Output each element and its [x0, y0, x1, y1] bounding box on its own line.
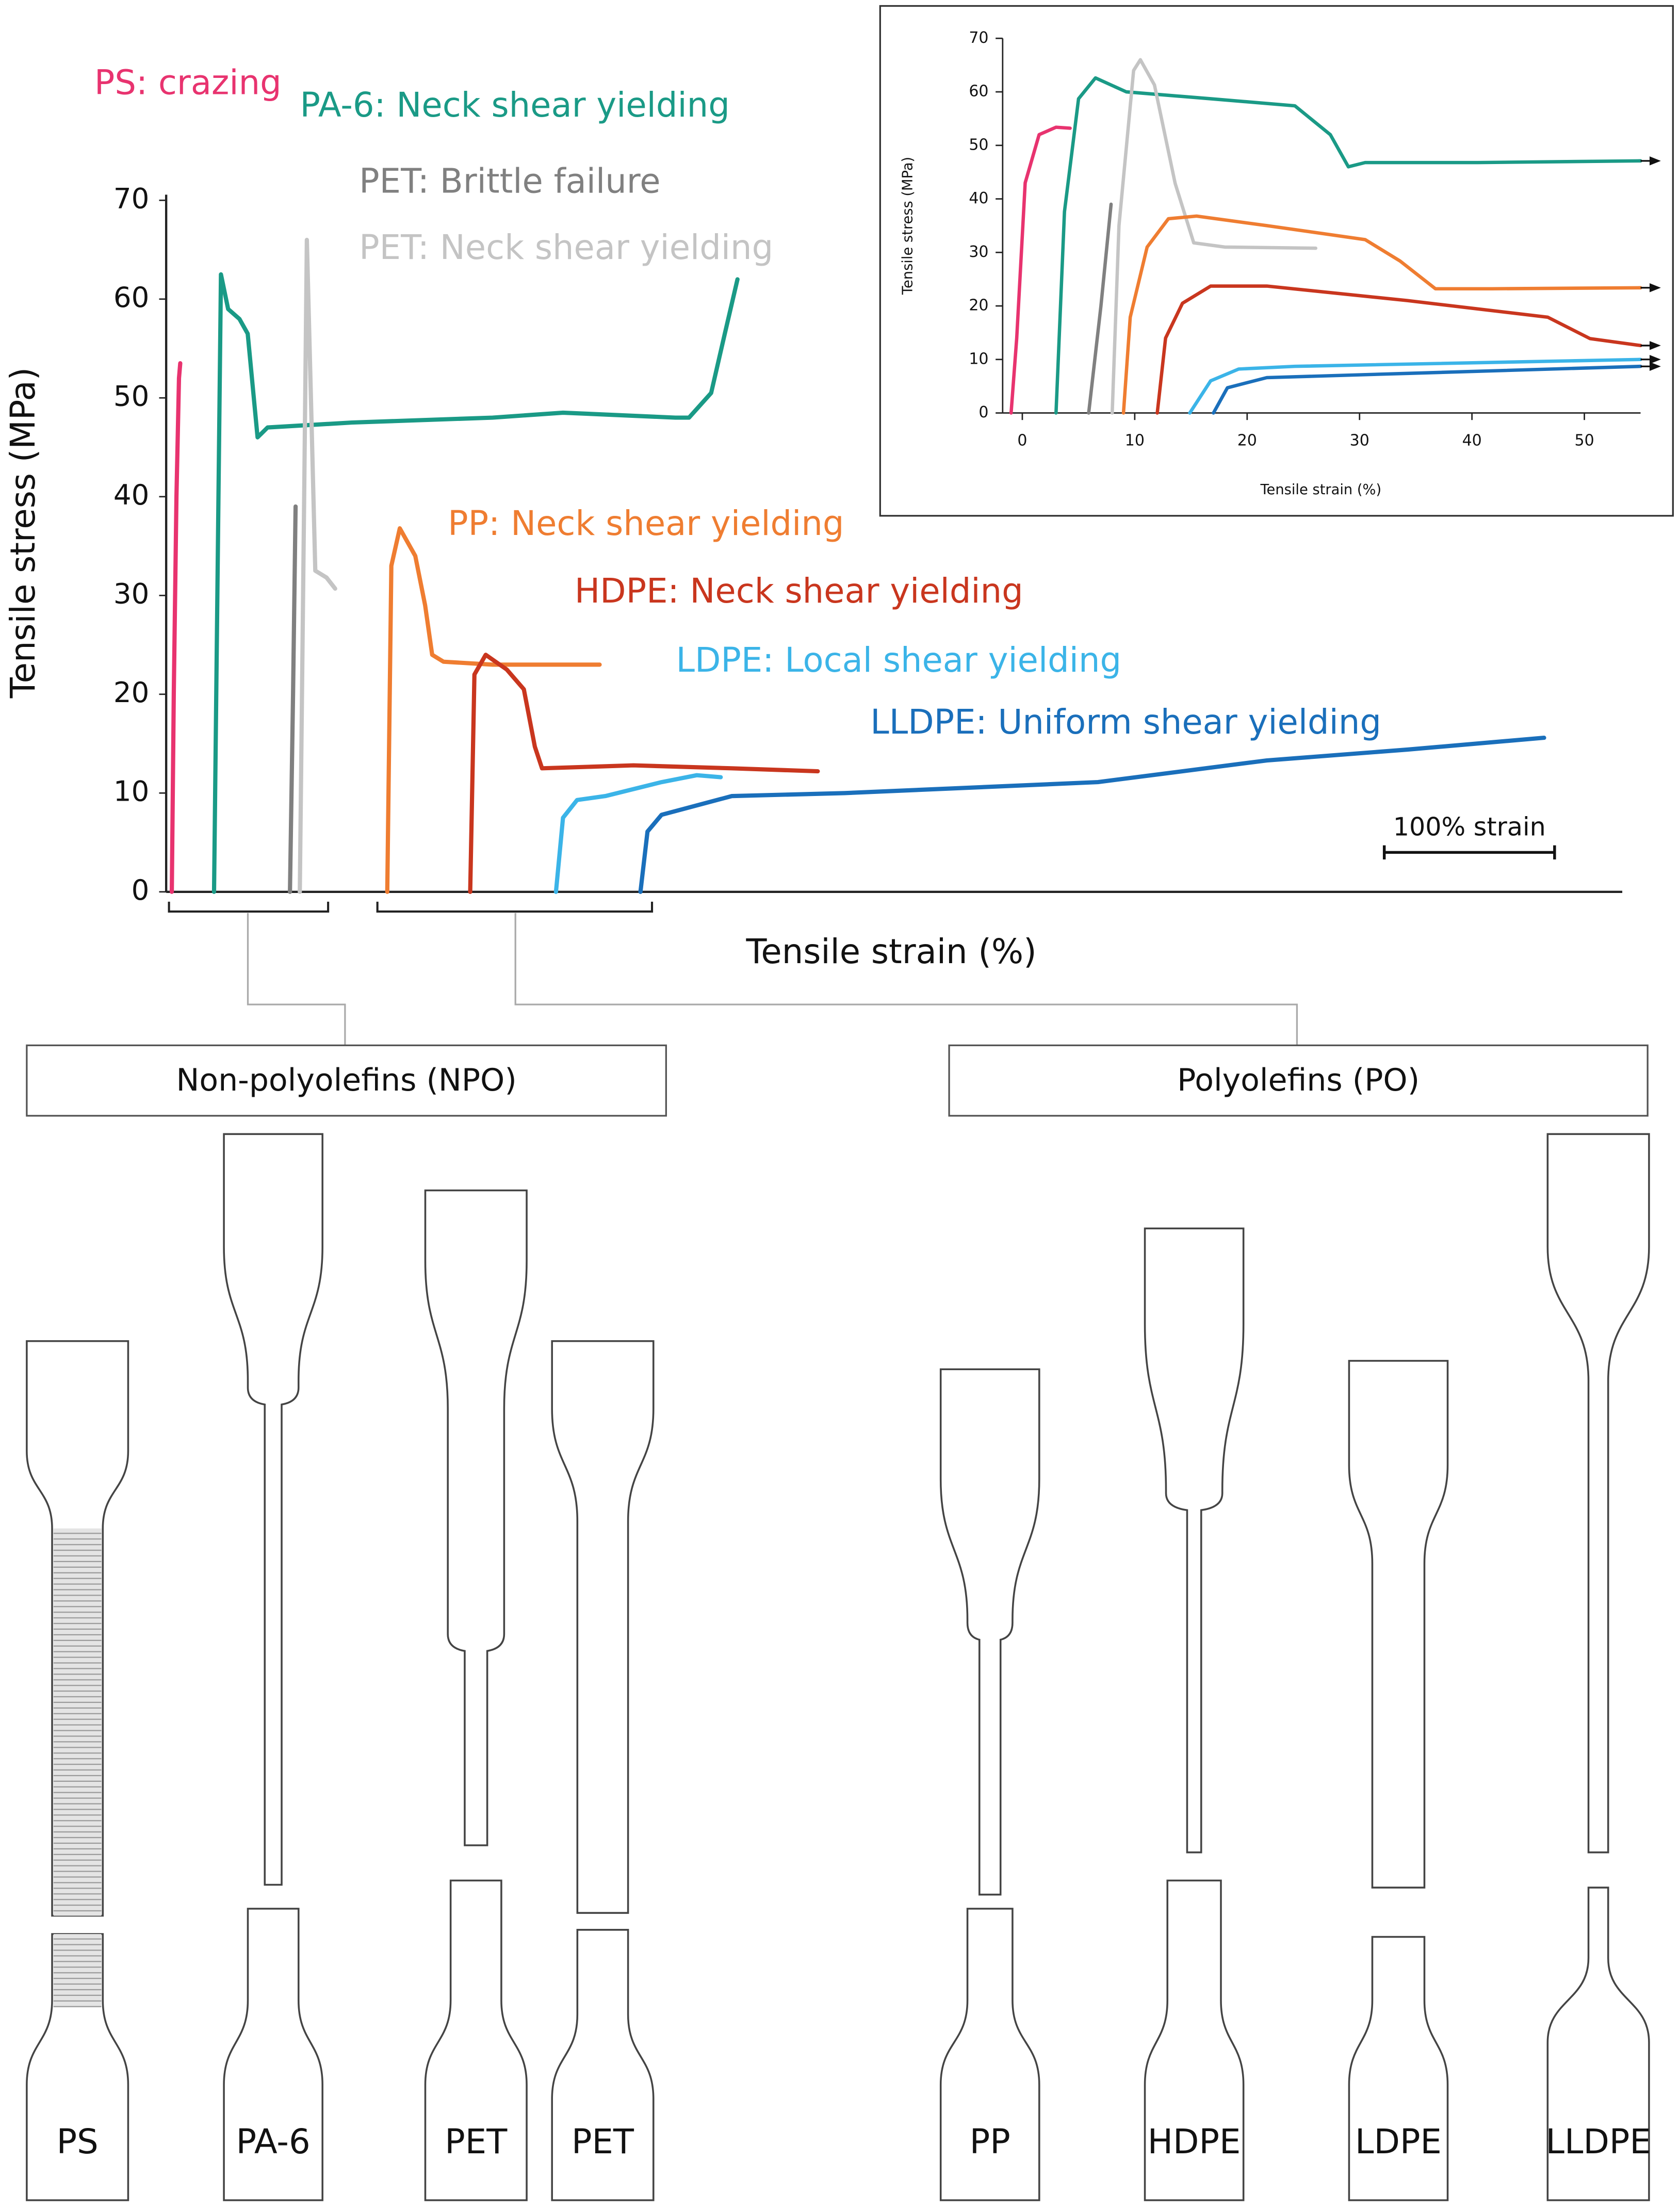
- series-annotation: PET: Neck shear yielding: [359, 228, 773, 267]
- specimen-bottom: [223, 1908, 323, 2201]
- series-line: [1009, 125, 1072, 415]
- specimen-top: [1546, 1133, 1650, 1854]
- series-annotation: LDPE: Local shear yielding: [676, 641, 1121, 680]
- y-tick-label: 50: [113, 379, 149, 412]
- series-line: [553, 773, 723, 894]
- specimen-top: [1144, 1227, 1245, 1854]
- specimen-label: PA-6: [236, 2122, 311, 2162]
- connectors: [247, 913, 1298, 1046]
- series-annotation: LLDPE: Uniform shear yielding: [870, 703, 1381, 742]
- group-label: Polyolefins (PO): [1177, 1062, 1420, 1098]
- specimen-bottom: [1546, 1887, 1650, 2201]
- specimen-label: LLDPE: [1545, 2122, 1651, 2162]
- x-tick-label: 10: [1125, 432, 1145, 450]
- specimen-top: [424, 1189, 528, 1846]
- specimens: PS PA-6 PET PET PP HDPE LDPE LLDPE: [26, 1133, 1651, 2201]
- y-tick-label: 30: [969, 243, 988, 261]
- series-line: [1121, 214, 1642, 415]
- brackets: [168, 901, 654, 913]
- series-annotation: PP: Neck shear yielding: [448, 504, 844, 543]
- y-tick-label: 30: [113, 577, 149, 610]
- scale-bar: [1382, 845, 1556, 859]
- y-tick-label: 50: [969, 136, 988, 154]
- series-annotation: PA-6: Neck shear yielding: [300, 86, 730, 125]
- x-axis-label: Tensile strain (%): [746, 932, 1037, 971]
- specimen-bottom: [939, 1908, 1040, 2201]
- series-line: [1087, 202, 1113, 415]
- y-tick-label: 0: [132, 873, 150, 906]
- series-line: [1155, 284, 1642, 415]
- series-line: [468, 653, 820, 894]
- series-line: [169, 361, 183, 894]
- y-tick-label: 70: [113, 182, 149, 215]
- group-box: [26, 1044, 667, 1117]
- scale-bar-label: 100% strain: [1393, 811, 1546, 841]
- craze-zone: [53, 1934, 102, 2007]
- x-tick-label: 40: [1462, 432, 1482, 450]
- x-tick-label: 50: [1574, 432, 1594, 450]
- series-annotation: PS: crazing: [94, 63, 282, 102]
- specimen-top: [223, 1133, 323, 1886]
- specimen-bottom: [551, 1929, 655, 2201]
- specimen-label: PS: [57, 2122, 99, 2162]
- y-axis-label: Tensile stress (MPa): [4, 367, 43, 699]
- x-tick-label: 0: [1017, 432, 1027, 450]
- series-line: [1054, 76, 1642, 415]
- specimen-label: PET: [445, 2122, 508, 2162]
- specimen-top: [551, 1340, 655, 1914]
- specimen-label: HDPE: [1148, 2122, 1241, 2162]
- y-tick-label: 0: [978, 403, 988, 421]
- x-tick-label: 30: [1350, 432, 1369, 450]
- specimen-bottom: [1348, 1936, 1449, 2201]
- y-axis-label: Tensile stress (MPa): [900, 157, 916, 295]
- series-annotation: HDPE: Neck shear yielding: [575, 572, 1023, 611]
- y-tick-label: 70: [969, 29, 988, 47]
- craze-zone: [53, 1528, 102, 1916]
- y-tick-label: 10: [113, 774, 149, 807]
- y-tick-label: 40: [113, 478, 149, 511]
- series-line: [298, 237, 337, 894]
- specimen-top: [1348, 1360, 1449, 1889]
- series-line: [1188, 358, 1642, 415]
- specimen-label: PP: [970, 2122, 1010, 2162]
- series-line: [385, 526, 602, 894]
- series-line: [1212, 364, 1642, 415]
- specimen-label: PET: [572, 2122, 634, 2162]
- x-axis-label: Tensile strain (%): [1260, 482, 1381, 498]
- inset-frame: [879, 5, 1674, 517]
- y-tick-label: 20: [969, 297, 988, 315]
- specimen-top: [939, 1368, 1040, 1896]
- series-line: [1110, 58, 1318, 415]
- group-label: Non-polyolefins (NPO): [176, 1062, 516, 1098]
- series-line: [288, 504, 298, 894]
- specimen-label: LDPE: [1355, 2122, 1442, 2162]
- y-tick-label: 60: [113, 281, 149, 314]
- series-line: [211, 272, 740, 894]
- specimen-bottom: [1144, 1879, 1245, 2201]
- specimen-bottom: [26, 1933, 129, 2201]
- x-tick-label: 20: [1237, 432, 1257, 450]
- series-annotation: PET: Brittle failure: [359, 162, 660, 201]
- y-tick-label: 40: [969, 189, 988, 207]
- y-tick-label: 60: [969, 83, 988, 101]
- y-tick-label: 10: [969, 350, 988, 368]
- group-box: [948, 1044, 1649, 1117]
- y-tick-label: 20: [113, 676, 149, 709]
- specimen-bottom: [424, 1879, 528, 2201]
- series-line: [638, 735, 1546, 894]
